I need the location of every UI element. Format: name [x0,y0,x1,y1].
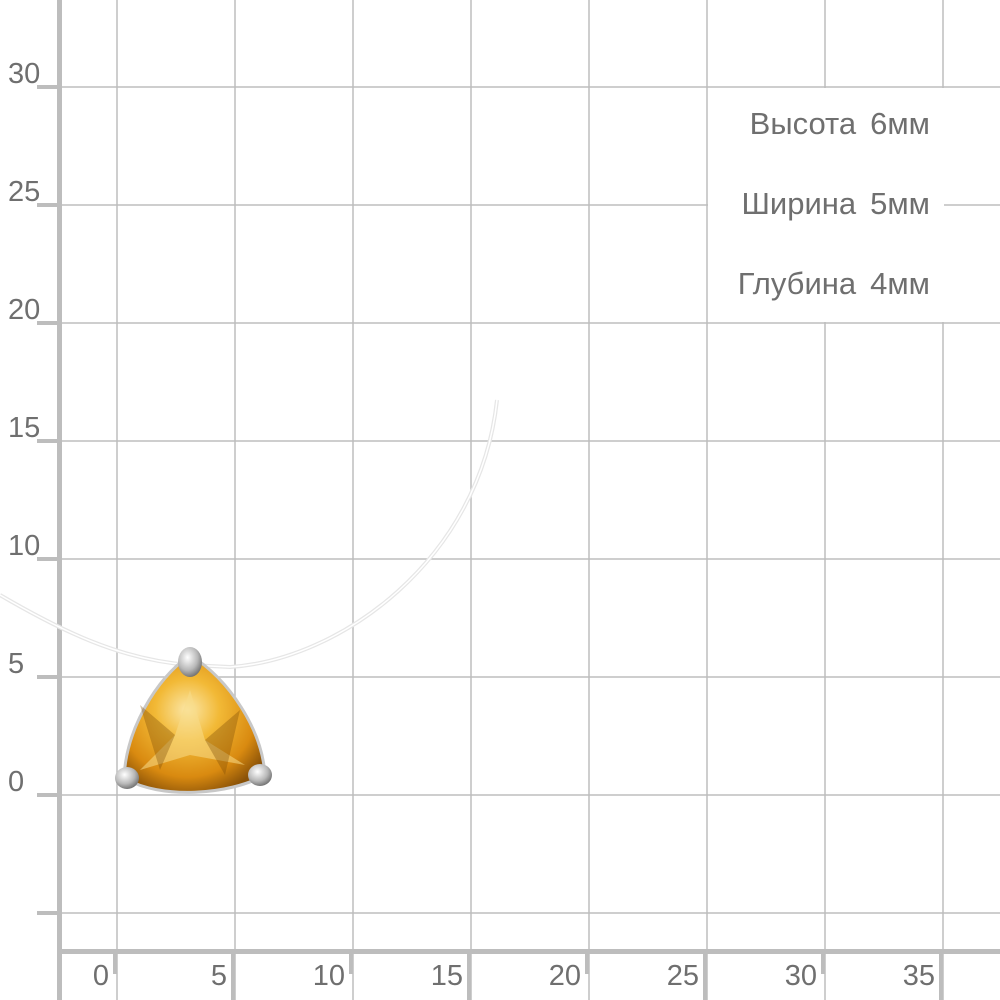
y-tick-label: 0 [8,766,25,798]
x-tick-label: 35 [902,960,935,992]
x-tick-label: 10 [312,960,345,992]
depth-row: Глубина 4мм [738,266,930,302]
x-tick [821,954,825,974]
x-axis [57,949,1000,954]
x-tick-label: 15 [430,960,463,992]
x-tick-label: 30 [784,960,817,992]
height-row: Высота 6мм [750,106,930,142]
x-tick [113,954,117,974]
x-tick [939,954,943,1000]
y-tick-label: 20 [8,294,41,326]
y-tick-label: 10 [8,530,41,562]
width-row: Ширина 5мм [741,186,930,222]
y-tick [37,85,57,89]
x-tick-label: 25 [666,960,699,992]
y-axis [57,0,62,1000]
necklace-line [0,399,499,670]
x-tick [467,954,471,1000]
y-tick [37,439,57,443]
height-label: Высота [749,106,857,141]
dimensions-panel: Высота 6мм Ширина 5мм Глубина 4мм [708,88,944,322]
citrine-pendant [115,647,272,794]
width-value: 5мм [870,186,930,221]
depth-value: 4мм [870,266,930,301]
x-tick [585,954,589,974]
y-tick [37,911,57,915]
x-tick [349,954,353,974]
x-tick-label: 20 [548,960,581,992]
x-tick-label: 0 [92,960,109,992]
x-tick-label: 5 [210,960,227,992]
y-tick-label: 25 [8,176,41,208]
y-tick-label: 5 [8,648,25,680]
y-tick [37,203,57,207]
y-tick [37,675,57,679]
height-value: 6мм [870,106,930,141]
y-tick-label: 30 [8,58,41,90]
x-tick [231,954,235,1000]
y-tick [37,793,57,797]
y-tick [37,557,57,561]
depth-label: Глубина [737,266,857,301]
width-label: Ширина [741,186,857,221]
x-tick [703,954,707,1000]
y-tick-label: 15 [8,412,41,444]
y-tick [37,321,57,325]
